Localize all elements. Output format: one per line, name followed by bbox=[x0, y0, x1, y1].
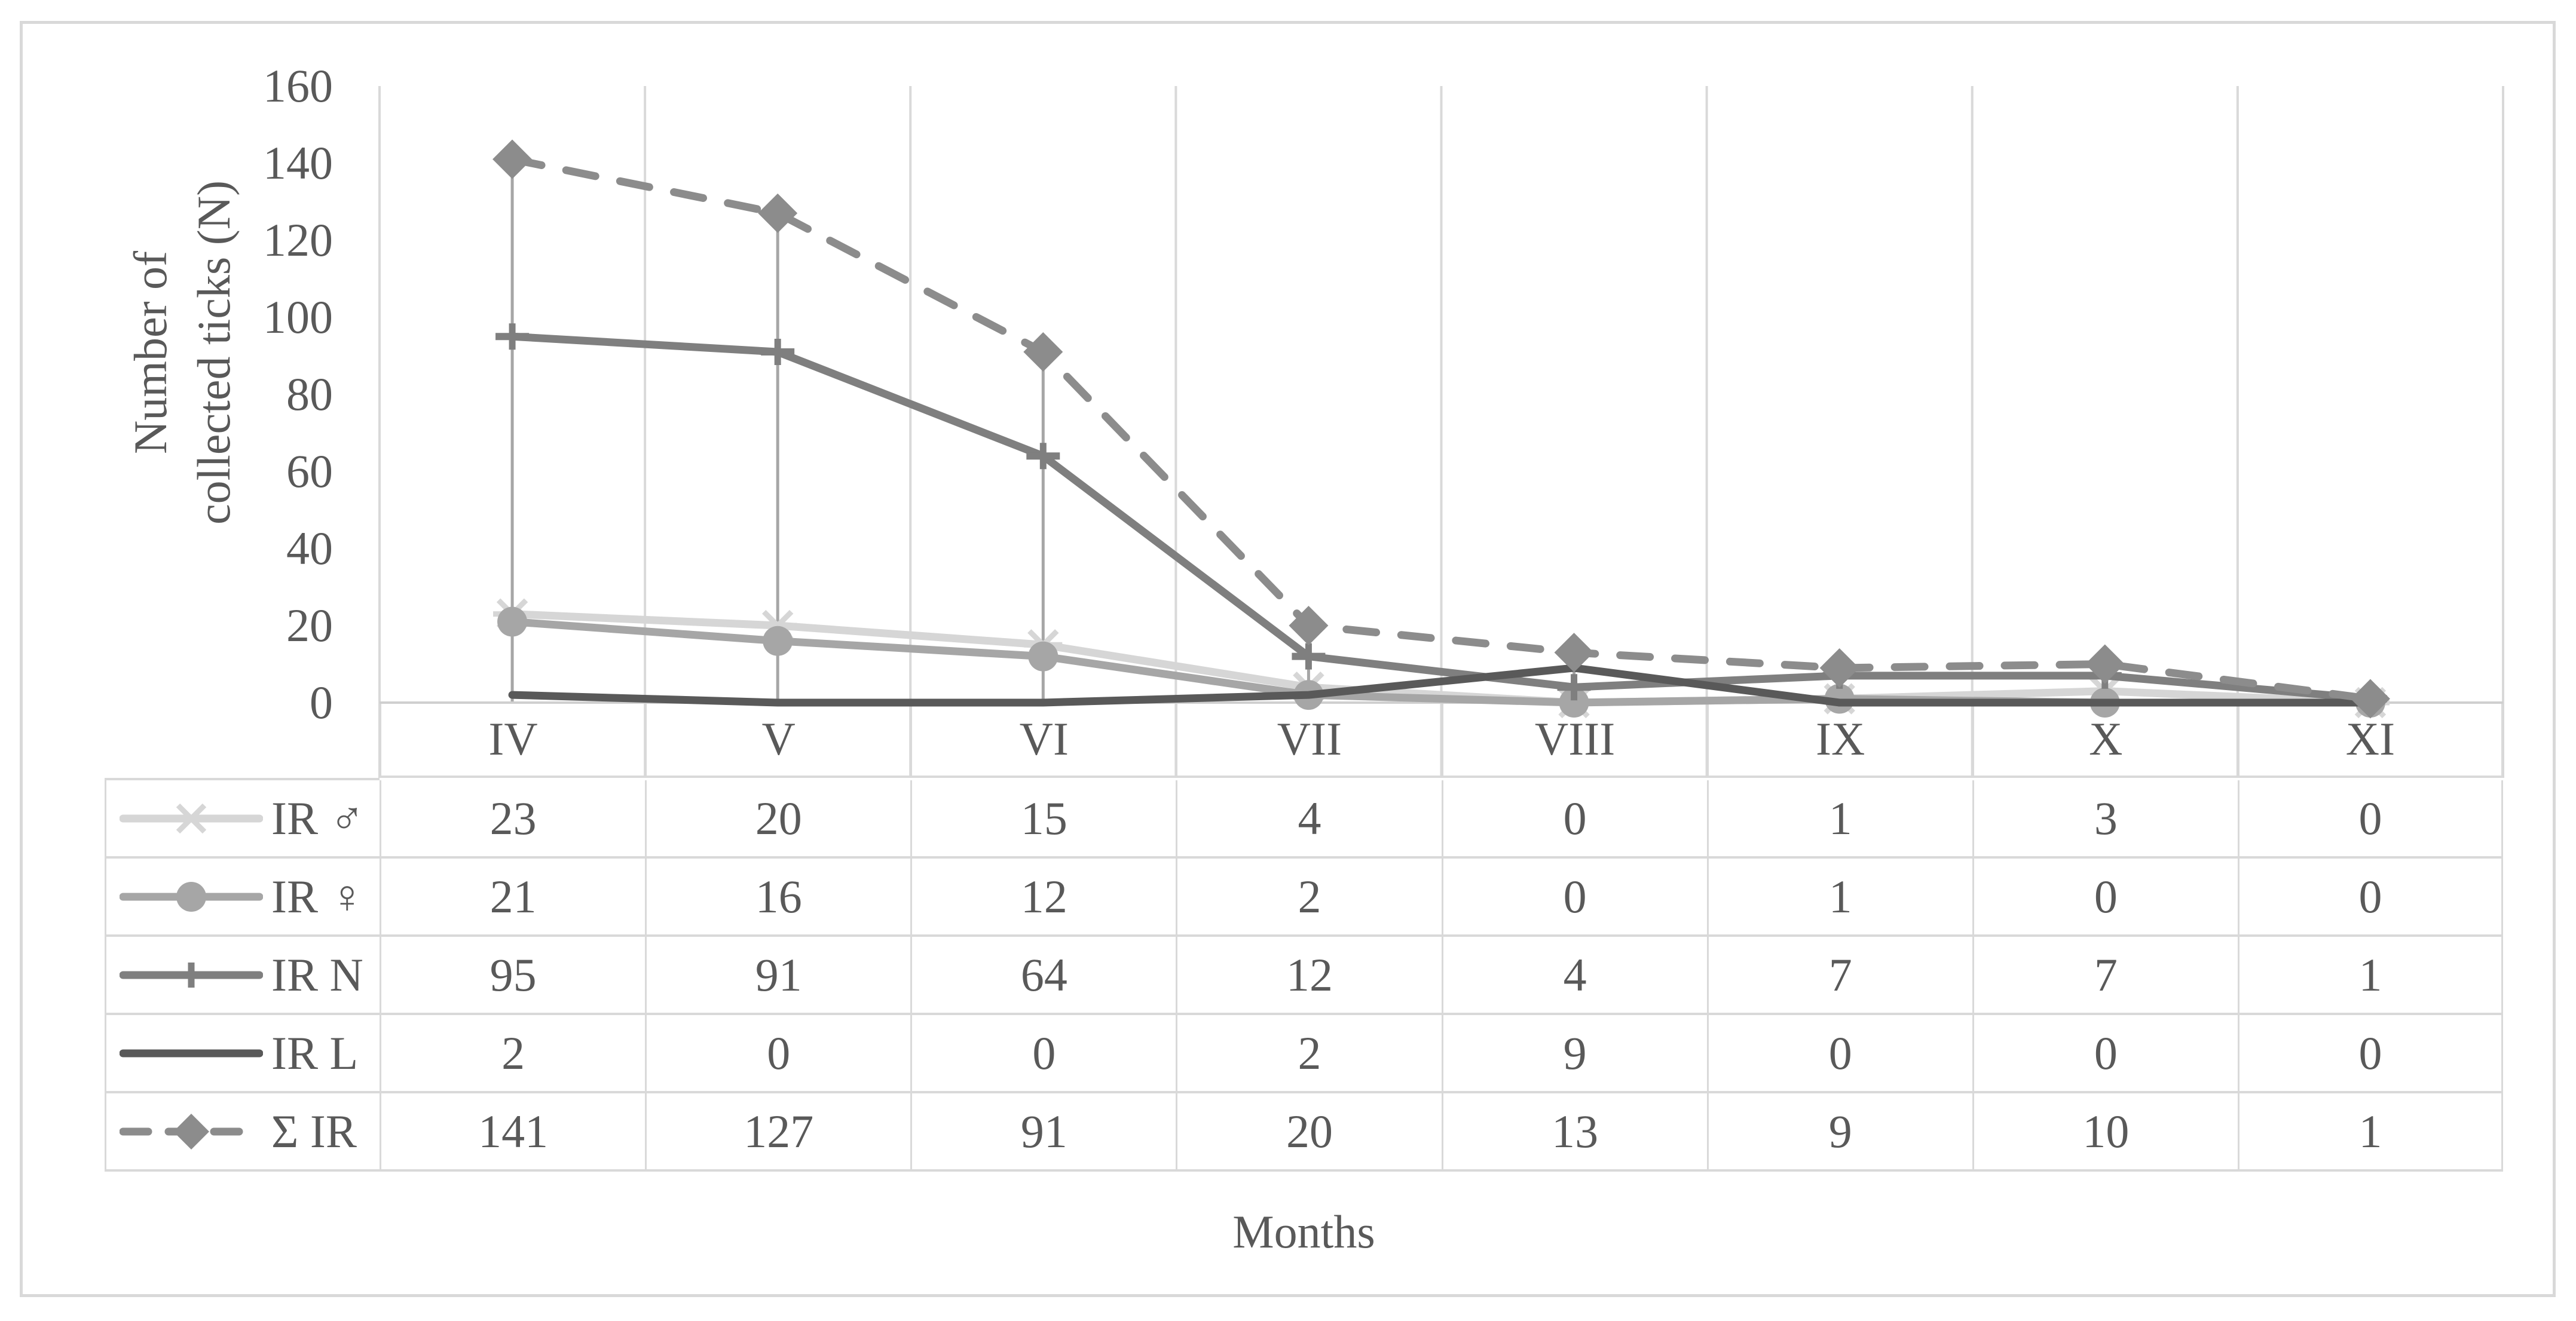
legend-cell-IR-♀: IR ♀ bbox=[105, 859, 380, 937]
table-value-cell: 0 bbox=[645, 1015, 911, 1093]
y-tick-label: 160 bbox=[263, 60, 333, 112]
table-value-cell: 127 bbox=[645, 1093, 911, 1172]
table-value-cell: 2 bbox=[1176, 1015, 1442, 1093]
table-value-cell: 0 bbox=[1441, 780, 1707, 859]
table-value-cell: 9 bbox=[1441, 1015, 1707, 1093]
table-value-cell: 0 bbox=[2237, 780, 2503, 859]
table-value-cell: 91 bbox=[645, 937, 911, 1015]
month-header-XI: XI bbox=[2237, 703, 2503, 778]
table-value-cell: 1 bbox=[1706, 780, 1972, 859]
table-value-cell: 7 bbox=[1706, 937, 1972, 1015]
month-header-X: X bbox=[1972, 703, 2238, 778]
table-value-cell: 95 bbox=[380, 937, 645, 1015]
table-value-cell: 2 bbox=[1176, 859, 1442, 937]
legend-label: Σ IR bbox=[271, 1105, 357, 1157]
legend-sample-none-icon bbox=[120, 1049, 263, 1057]
legend-sample-circle-icon bbox=[120, 881, 263, 912]
table-value-cell: 12 bbox=[1176, 937, 1442, 1015]
table-value-cell: 20 bbox=[1176, 1093, 1442, 1172]
table-value-cell: 20 bbox=[645, 780, 911, 859]
month-header-VII: VII bbox=[1176, 703, 1442, 778]
legend-label: IR ♀ bbox=[271, 870, 365, 922]
y-tick-label: 40 bbox=[286, 522, 333, 574]
table-value-cell: 7 bbox=[1972, 937, 2238, 1015]
y-tick-label: 60 bbox=[286, 445, 333, 497]
month-header-VI: VI bbox=[910, 703, 1176, 778]
table-value-cell: 15 bbox=[910, 780, 1176, 859]
month-header-IV: IV bbox=[380, 703, 645, 778]
legend-cell-IR-N: IR N bbox=[105, 937, 380, 1015]
table-value-cell: 3 bbox=[1972, 780, 2238, 859]
table-value-cell: 91 bbox=[910, 1093, 1176, 1172]
table-value-cell: 16 bbox=[645, 859, 911, 937]
table-value-cell: 0 bbox=[2237, 1015, 2503, 1093]
table-value-cell: 64 bbox=[910, 937, 1176, 1015]
table-value-cell: 1 bbox=[2237, 1093, 2503, 1172]
legend-cell-IR-♂: IR ♂ bbox=[105, 780, 380, 859]
legend-label: IR N bbox=[271, 948, 363, 1001]
table-value-cell: 141 bbox=[380, 1093, 645, 1172]
table-value-cell: 2 bbox=[380, 1015, 645, 1093]
y-tick-label: 140 bbox=[263, 137, 333, 189]
legend-cell-Σ-IR: Σ IR bbox=[105, 1093, 380, 1172]
legend-cell-IR-L: IR L bbox=[105, 1015, 380, 1093]
table-value-cell: 9 bbox=[1706, 1093, 1972, 1172]
table-value-cell: 1 bbox=[1706, 859, 1972, 937]
legend-label: IR ♂ bbox=[271, 792, 365, 844]
y-tick-label: 80 bbox=[286, 368, 333, 420]
y-tick-label: 100 bbox=[263, 291, 333, 343]
table-value-cell: 4 bbox=[1176, 780, 1442, 859]
table-value-cell: 13 bbox=[1441, 1093, 1707, 1172]
month-header-IX: IX bbox=[1706, 703, 1972, 778]
chart-data-table: IV V VI VII VIII IX X XI IR ♂ 23 20 15 4 0 1 3 0 IR ♀ 21 16… bbox=[105, 703, 2503, 1172]
table-value-cell: 0 bbox=[1972, 1015, 2238, 1093]
y-tick-label: 0 bbox=[310, 676, 333, 728]
table-value-cell: 0 bbox=[2237, 859, 2503, 937]
table-value-cell: 21 bbox=[380, 859, 645, 937]
table-value-cell: 0 bbox=[1441, 859, 1707, 937]
y-tick-label: 120 bbox=[263, 214, 333, 266]
table-value-cell: 10 bbox=[1972, 1093, 2238, 1172]
y-tick-label: 20 bbox=[286, 599, 333, 651]
table-value-cell: 23 bbox=[380, 780, 645, 859]
legend-sample-star6-icon bbox=[120, 803, 263, 833]
legend-sample-diamond-icon bbox=[120, 1113, 263, 1150]
table-value-cell: 12 bbox=[910, 859, 1176, 937]
x-axis-title: Months bbox=[1232, 1206, 1375, 1258]
table-value-cell: 4 bbox=[1441, 937, 1707, 1015]
table-value-cell: 0 bbox=[1972, 859, 2238, 937]
table-value-cell: 0 bbox=[1706, 1015, 1972, 1093]
table-value-cell: 0 bbox=[910, 1015, 1176, 1093]
legend-sample-plus-icon bbox=[120, 962, 263, 988]
table-corner-cell bbox=[105, 703, 380, 780]
table-value-cell: 1 bbox=[2237, 937, 2503, 1015]
month-header-V: V bbox=[645, 703, 911, 778]
legend-label: IR L bbox=[271, 1026, 359, 1079]
month-header-VIII: VIII bbox=[1441, 703, 1707, 778]
